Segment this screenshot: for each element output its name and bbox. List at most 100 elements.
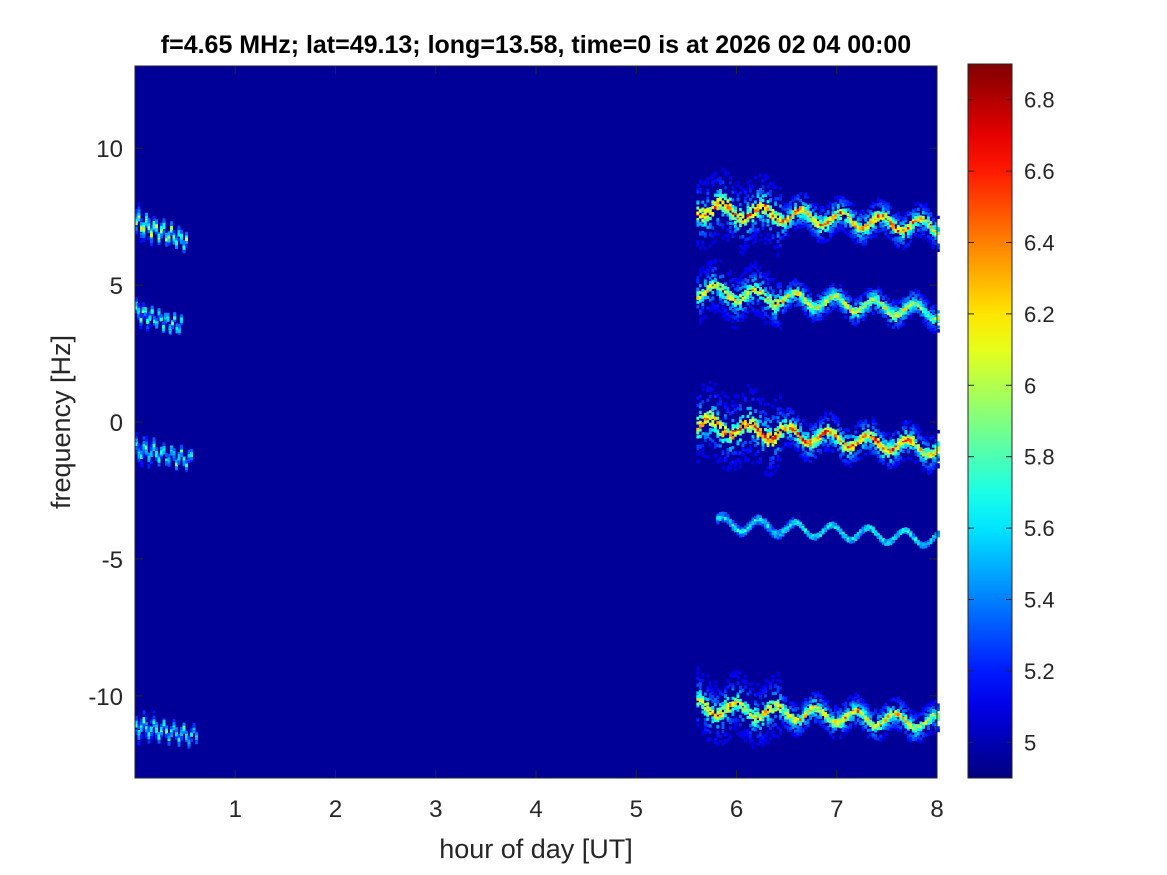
heat-cell	[881, 214, 885, 218]
heat-cell	[175, 323, 179, 327]
heat-cell	[824, 442, 827, 446]
heat-cell	[749, 197, 752, 202]
heat-cell	[811, 219, 815, 223]
heat-cell	[744, 196, 747, 201]
heat-cell	[729, 271, 732, 275]
heat-cell	[781, 433, 785, 437]
heat-cell	[789, 224, 792, 228]
heat-cell	[814, 203, 817, 207]
heat-cell	[854, 313, 858, 317]
heat-cell	[791, 436, 795, 441]
heat-cell	[789, 290, 792, 294]
heat-cell	[155, 732, 158, 736]
heat-cell	[724, 425, 727, 430]
heat-cell	[871, 417, 875, 421]
heat-cell	[794, 425, 797, 429]
heat-cell	[929, 227, 933, 231]
heat-cell	[135, 446, 138, 450]
heat-cell	[874, 306, 878, 310]
heat-cell	[150, 225, 153, 229]
heat-cell	[904, 304, 908, 308]
heat-cell	[849, 308, 853, 312]
heat-cell	[769, 464, 772, 468]
heat-cell	[839, 224, 843, 229]
heat-cell	[794, 280, 797, 284]
heat-cell	[182, 240, 186, 244]
heat-cell	[764, 306, 767, 310]
heat-cell	[809, 218, 812, 222]
heat-cell	[799, 438, 802, 442]
heat-cell	[836, 420, 840, 424]
heat-cell	[924, 323, 928, 327]
heat-cell	[731, 190, 735, 194]
heat-cell	[721, 206, 725, 210]
heat-cell	[811, 316, 815, 320]
heat-cell	[756, 292, 760, 296]
heat-cell	[703, 211, 707, 215]
heat-cell	[150, 733, 153, 737]
heat-cell	[744, 309, 747, 313]
heat-cell	[157, 739, 161, 743]
heat-cell	[734, 309, 737, 313]
heat-cell	[744, 270, 747, 275]
heat-cell	[774, 211, 777, 215]
heat-cell	[866, 225, 870, 230]
heat-cell	[821, 225, 825, 229]
heat-cell	[849, 298, 853, 302]
heat-cell	[794, 283, 797, 287]
heat-cell	[776, 212, 780, 216]
heat-cell	[786, 426, 790, 430]
heat-cell	[736, 318, 740, 322]
heat-cell	[932, 319, 935, 323]
heat-cell	[137, 302, 141, 307]
heat-cell	[144, 312, 147, 316]
heat-cell	[769, 212, 772, 216]
heat-cell	[157, 313, 161, 317]
heat-cell	[152, 724, 156, 728]
heat-cell	[774, 307, 777, 311]
heat-cell	[698, 311, 702, 315]
heat-cell	[711, 260, 715, 264]
heat-cell	[814, 300, 817, 304]
heat-cell	[172, 230, 176, 234]
heat-cell	[801, 224, 805, 229]
heat-cell	[894, 214, 898, 218]
heat-cell	[185, 237, 188, 241]
heat-cell	[160, 723, 163, 727]
heat-cell	[137, 218, 141, 222]
heat-cell	[911, 224, 915, 228]
heat-cell	[922, 313, 925, 317]
heat-cell	[703, 216, 707, 220]
heat-cell	[739, 217, 742, 221]
heat-cell	[155, 318, 159, 322]
heat-cell	[781, 235, 785, 239]
heat-cell	[879, 211, 883, 216]
heat-cell	[806, 288, 810, 292]
heat-cell	[819, 448, 822, 452]
heat-cell	[734, 210, 737, 214]
heat-cell	[729, 412, 732, 416]
heat-cell	[751, 426, 755, 430]
heat-cell	[774, 221, 777, 225]
heat-cell	[701, 296, 705, 300]
heat-cell	[809, 204, 812, 208]
heat-cell	[162, 722, 166, 727]
heat-cell	[721, 422, 725, 426]
heat-cell	[761, 280, 765, 284]
heat-cell	[764, 402, 767, 406]
heat-cell	[876, 310, 880, 314]
heat-cell	[859, 302, 863, 306]
heat-cell	[766, 200, 770, 204]
heat-cell	[145, 222, 148, 226]
heat-cell	[911, 226, 915, 230]
heat-cell	[859, 295, 863, 299]
heat-cell	[721, 433, 725, 437]
heat-cell	[917, 212, 920, 216]
heat-cell	[786, 216, 790, 220]
heat-cell	[708, 225, 712, 229]
heat-cell	[786, 305, 790, 309]
heat-cell	[761, 214, 765, 219]
heat-cell	[879, 310, 883, 314]
heat-cell	[147, 463, 151, 467]
heat-cell	[806, 207, 810, 212]
